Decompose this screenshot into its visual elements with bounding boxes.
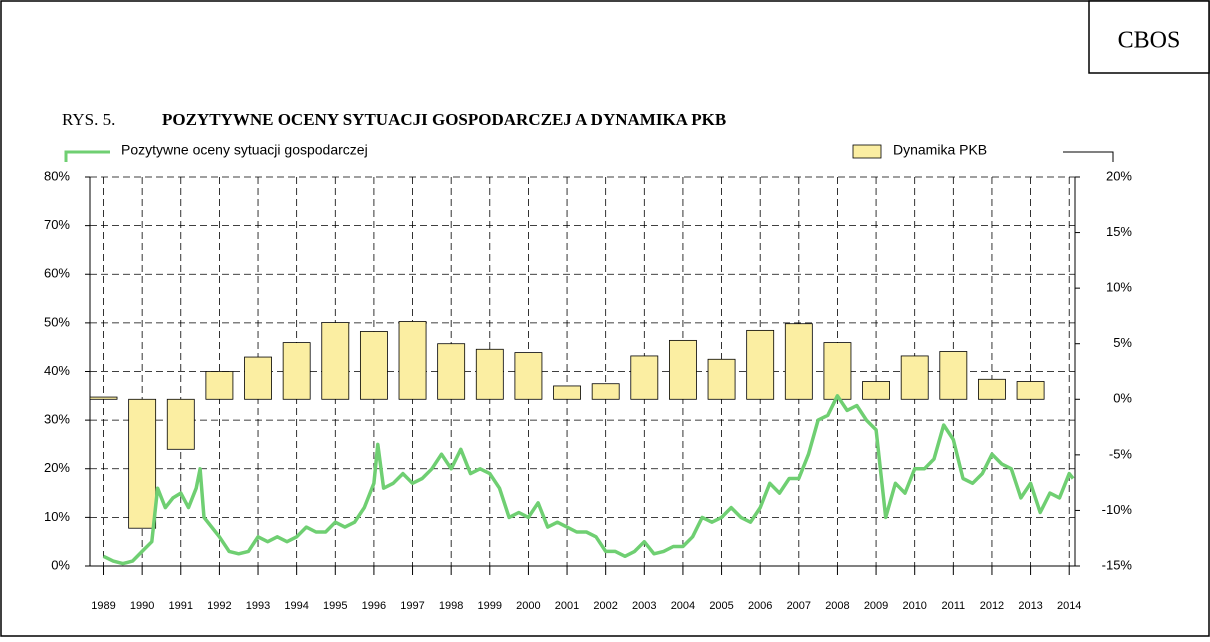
x-tick-label: 2008 — [825, 600, 849, 612]
y2-tick-label: 15% — [1106, 224, 1132, 239]
x-tick-label: 2007 — [787, 600, 811, 612]
x-tick-label: 1994 — [284, 600, 308, 612]
x-tick-label: 2006 — [748, 600, 772, 612]
y-tick-label: 80% — [44, 168, 70, 183]
y2-tick-label: 0% — [1113, 391, 1132, 406]
x-tick-label: 2014 — [1057, 600, 1081, 612]
bar — [359, 331, 388, 400]
bar — [437, 343, 466, 400]
bar — [1016, 381, 1045, 400]
bar — [553, 385, 581, 400]
legend-label: Pozytywne oceny sytuacji gospodarczej — [121, 142, 368, 158]
bar — [591, 383, 620, 400]
y2-tick-label: -5% — [1109, 446, 1133, 461]
bar — [784, 323, 813, 400]
bar — [862, 381, 890, 400]
badge-box — [1088, 0, 1210, 74]
bar — [746, 329, 775, 400]
x-tick-label: 1995 — [323, 600, 347, 612]
y-tick-label: 30% — [44, 412, 70, 427]
bar — [707, 358, 736, 400]
x-tick-label: 2000 — [516, 600, 540, 612]
y-tick-label: 0% — [51, 557, 70, 572]
bar — [475, 348, 504, 400]
x-tick-label: 2011 — [941, 600, 965, 612]
y-tick-label: 10% — [44, 509, 70, 524]
bar — [630, 355, 659, 400]
x-tick-label: 1990 — [130, 600, 154, 612]
legend-label: Dynamika PKB — [893, 142, 987, 158]
x-tick-label: 1991 — [169, 600, 193, 612]
x-tick-label: 2005 — [709, 600, 733, 612]
bar — [244, 356, 272, 400]
x-tick-label: 1999 — [478, 600, 502, 612]
bar — [900, 355, 929, 400]
bar — [823, 342, 852, 400]
y2-tick-label: 20% — [1106, 168, 1132, 183]
bar — [321, 322, 350, 400]
x-tick-label: 1993 — [246, 600, 270, 612]
bar — [939, 351, 968, 400]
legend-symbol — [852, 144, 882, 159]
x-tick-label: 1996 — [362, 600, 386, 612]
legend-symbol — [64, 150, 110, 162]
y-tick-label: 40% — [44, 363, 70, 378]
y2-tick-label: -15% — [1102, 557, 1133, 572]
bar — [398, 321, 427, 400]
bar — [669, 339, 697, 400]
x-tick-label: 2001 — [555, 600, 579, 612]
bar — [128, 398, 157, 529]
y-tick-label: 20% — [44, 460, 70, 475]
y-tick-label: 70% — [44, 217, 70, 232]
bar — [282, 342, 311, 400]
bar — [205, 371, 234, 400]
x-tick-label: 2003 — [632, 600, 656, 612]
x-tick-label: 2010 — [902, 600, 926, 612]
x-tick-label: 2012 — [980, 600, 1004, 612]
legend-decoration — [1063, 151, 1114, 162]
x-tick-label: 2002 — [593, 600, 617, 612]
figure-number: RYS. 5. — [62, 110, 115, 129]
chart-title: POZYTYWNE OCENY SYTUACJI GOSPODARCZEJ A … — [162, 110, 726, 129]
y2-tick-label: 10% — [1106, 280, 1132, 295]
bar — [978, 378, 1006, 400]
y2-tick-label: 5% — [1113, 335, 1132, 350]
line — [102, 394, 1075, 566]
bar — [166, 398, 195, 450]
y-tick-label: 50% — [44, 314, 70, 329]
bar — [514, 352, 543, 400]
x-tick-label: 2004 — [671, 600, 695, 612]
badge: CBOS — [1118, 28, 1181, 54]
y-tick-label: 60% — [44, 266, 70, 281]
x-tick-label: 2009 — [864, 600, 888, 612]
y2-tick-label: -10% — [1102, 502, 1133, 517]
x-tick-label: 1992 — [207, 600, 231, 612]
x-tick-label: 1997 — [400, 600, 424, 612]
x-tick-label: 2013 — [1018, 600, 1042, 612]
bar — [89, 396, 118, 400]
x-tick-label: 1998 — [439, 600, 463, 612]
x-tick-label: 1989 — [91, 600, 115, 612]
